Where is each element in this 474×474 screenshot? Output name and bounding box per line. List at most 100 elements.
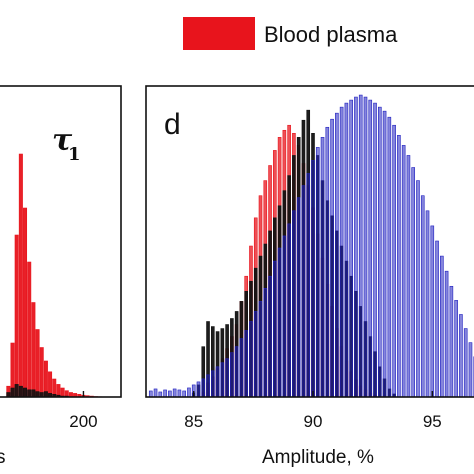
- right-bar-series-2-16: [225, 358, 229, 398]
- right-bar-series-2-22: [253, 311, 258, 398]
- right-histogram-bars: [148, 94, 474, 398]
- right-bar-series-2-4: [168, 390, 172, 398]
- left-bar-series-1-3: [18, 385, 23, 398]
- right-bar-series-2-15: [220, 362, 225, 398]
- right-bar-series-2-27: [277, 247, 282, 398]
- right-bar-series-2-20: [244, 330, 248, 398]
- left-bar-series-0-5: [27, 261, 32, 398]
- right-bar-series-2-44: [358, 94, 363, 398]
- right-bar-series-2-7: [182, 390, 186, 398]
- right-bar-series-2-43: [354, 96, 358, 398]
- right-bar-series-2-21: [249, 321, 253, 398]
- right-bar-series-2-65: [459, 314, 463, 398]
- left-bar-series-0-2: [14, 234, 19, 398]
- right-x-tick-label-0: 85: [184, 412, 203, 431]
- right-bar-series-2-30: [292, 210, 296, 398]
- right-bar-series-2-59: [430, 225, 435, 398]
- right-bar-series-2-38: [330, 118, 334, 398]
- right-bar-series-2-40: [339, 106, 344, 398]
- right-bar-series-2-51: [392, 124, 396, 398]
- tau-symbol: τ: [52, 123, 73, 158]
- left-bar-series-0-8: [39, 347, 44, 398]
- left-x-ticks: 200: [69, 391, 98, 431]
- right-bar-series-2-35: [315, 147, 320, 398]
- right-bar-series-2-6: [177, 389, 182, 398]
- right-bar-series-2-42: [349, 99, 353, 398]
- right-bar-series-2-25: [268, 275, 272, 398]
- left-bar-series-1-1: [10, 387, 15, 398]
- right-bar-series-2-33: [306, 173, 311, 398]
- right-bar-series-2-52: [397, 135, 401, 398]
- right-bar-series-2-34: [311, 160, 315, 398]
- left-bar-series-0-6: [31, 302, 36, 398]
- tau-subscript: 1: [68, 144, 81, 165]
- right-bar-series-2-66: [463, 328, 468, 398]
- right-bar-series-2-53: [401, 145, 406, 398]
- left-bar-series-1-2: [14, 384, 19, 398]
- legend-swatch-blood-plasma: [183, 17, 255, 50]
- left-bar-series-0-13: [60, 387, 65, 398]
- panel-letter-d: d: [164, 108, 181, 141]
- right-bar-series-2-63: [449, 285, 454, 398]
- right-bar-series-2-57: [420, 195, 425, 398]
- right-bar-series-2-1: [153, 388, 158, 398]
- left-bar-series-1-4: [23, 387, 28, 398]
- left-bar-series-0-3: [18, 153, 23, 398]
- right-bar-series-2-14: [215, 366, 220, 398]
- legend-label-blood-plasma: Blood plasma: [264, 22, 398, 47]
- right-bar-series-2-18: [234, 346, 239, 398]
- right-bar-series-2-67: [468, 342, 473, 398]
- right-bar-series-2-41: [344, 102, 349, 398]
- left-bar-series-1-5: [27, 389, 32, 398]
- right-bar-series-2-60: [435, 240, 439, 398]
- right-histogram-panel: d 85 90 95 Amplitude, %: [145, 85, 474, 468]
- left-x-axis-label-fragment: s: [0, 447, 6, 468]
- right-bar-series-2-54: [406, 155, 411, 398]
- right-bar-series-2-28: [282, 235, 287, 398]
- right-bar-series-2-10: [196, 381, 201, 398]
- left-panel-frame: [0, 85, 122, 398]
- right-bar-series-2-31: [296, 197, 301, 398]
- right-bar-series-2-62: [444, 270, 449, 398]
- right-bar-series-2-39: [335, 112, 339, 398]
- right-bar-series-2-19: [239, 338, 244, 398]
- right-bar-series-2-36: [320, 137, 325, 398]
- left-bar-series-0-4: [23, 207, 28, 398]
- left-x-tick-label-0: 200: [69, 412, 97, 431]
- right-bar-series-2-32: [301, 185, 306, 398]
- right-bar-series-2-29: [287, 223, 291, 398]
- right-bar-series-2-64: [454, 300, 458, 398]
- right-bar-series-2-56: [416, 180, 420, 398]
- right-bar-series-2-12: [206, 374, 210, 398]
- right-bar-series-2-8: [187, 387, 191, 398]
- right-bar-series-2-23: [258, 301, 263, 398]
- right-bar-series-2-37: [325, 126, 330, 398]
- left-bar-series-1-6: [31, 389, 36, 398]
- right-bar-series-2-11: [201, 378, 206, 398]
- right-bar-series-2-0: [148, 390, 153, 398]
- right-x-ticks: 85 90 95: [184, 391, 442, 431]
- right-bar-series-2-58: [425, 210, 430, 398]
- right-bar-series-2-45: [363, 96, 368, 398]
- right-bar-series-2-47: [373, 102, 377, 398]
- left-bar-series-0-7: [35, 329, 40, 398]
- right-bar-series-2-17: [230, 352, 234, 398]
- right-bar-series-2-48: [377, 106, 382, 398]
- right-bar-series-2-3: [163, 389, 167, 398]
- right-bar-series-2-55: [411, 167, 416, 398]
- right-bar-series-2-46: [368, 99, 373, 398]
- right-x-tick-label-1: 90: [304, 412, 323, 431]
- left-histogram-panel: τ 1 200 s: [0, 85, 122, 468]
- right-bar-series-2-49: [382, 110, 387, 398]
- right-bar-series-2-61: [440, 255, 444, 398]
- right-bar-series-2-5: [172, 388, 177, 398]
- right-bar-series-2-26: [273, 260, 277, 398]
- right-bar-series-2-50: [387, 116, 392, 398]
- right-bar-series-2-24: [263, 287, 268, 398]
- left-bar-series-1-9: [43, 391, 48, 398]
- right-x-axis-label: Amplitude, %: [262, 447, 374, 468]
- left-histogram-bars: [6, 153, 107, 398]
- left-bar-series-1-7: [35, 391, 40, 398]
- right-bar-series-2-13: [211, 370, 215, 398]
